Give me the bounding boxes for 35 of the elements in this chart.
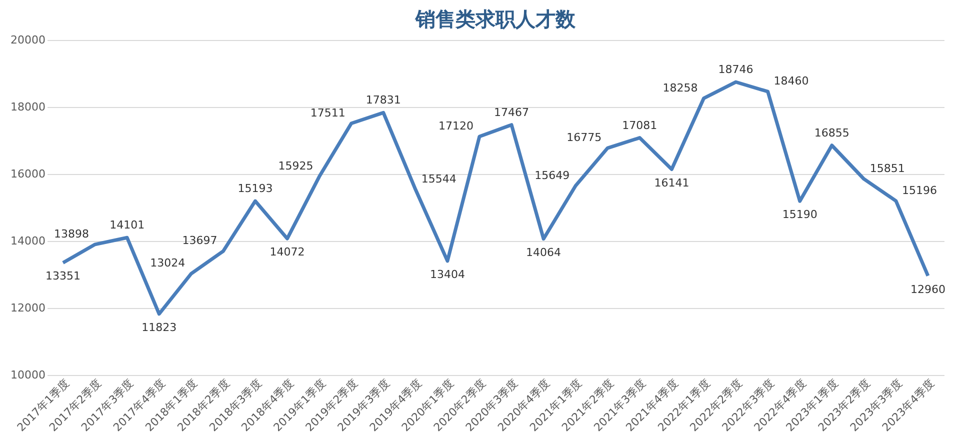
data-label: 17831 — [366, 94, 401, 107]
data-label: 11823 — [142, 320, 177, 334]
data-label: 13697 — [182, 234, 218, 248]
data-label: 13351 — [46, 270, 81, 283]
y-tick-label: 16000 — [10, 168, 46, 180]
data-label: 16855 — [814, 126, 850, 140]
y-tick-label: 12000 — [10, 302, 46, 314]
data-label: 18746 — [718, 63, 754, 76]
data-label: 15193 — [238, 182, 273, 196]
data-label: 15649 — [534, 168, 570, 182]
data-label: 12960 — [910, 282, 946, 296]
data-label: 18460 — [774, 74, 809, 88]
y-tick-label: 14000 — [10, 234, 46, 248]
data-label: 17467 — [494, 106, 530, 119]
data-label: 13024 — [150, 256, 186, 270]
data-label: 18258 — [662, 81, 698, 94]
data-label: 15544 — [421, 172, 456, 186]
data-label: 16141 — [654, 176, 690, 190]
data-label: 17120 — [438, 119, 474, 132]
data-label: 14101 — [110, 218, 145, 232]
data-label: 13404 — [430, 268, 465, 281]
data-label: 16775 — [566, 131, 602, 144]
data-label: 15196 — [902, 184, 937, 197]
y-tick-label: 20000 — [10, 34, 46, 46]
data-label: 14072 — [270, 246, 305, 259]
data-label: 17511 — [310, 106, 346, 120]
data-label: 13898 — [54, 227, 90, 240]
y-tick-label: 10000 — [10, 368, 46, 382]
data-label: 15190 — [782, 208, 818, 222]
chart-title: 销售类求职人才数 — [414, 7, 576, 31]
data-label: 17081 — [622, 118, 658, 132]
data-label: 15925 — [278, 160, 314, 173]
data-label: 15851 — [870, 162, 905, 175]
data-label: 14064 — [526, 246, 562, 259]
y-tick-label: 18000 — [10, 100, 46, 114]
